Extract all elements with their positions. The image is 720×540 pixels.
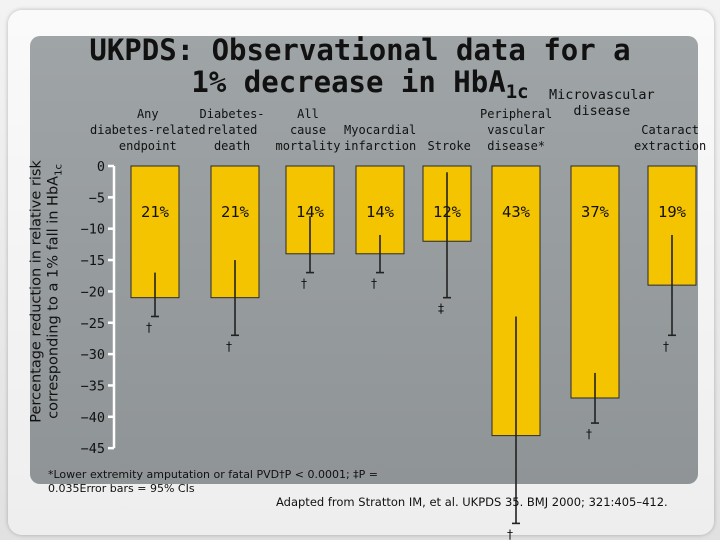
y-tick-label: −20 [81,284,105,300]
slide-title: UKPDS: Observational data for a 1% decre… [60,34,660,108]
y-tick-label: −45 [81,441,105,457]
category-label: Myocardial infarction [344,123,417,153]
significance-mark: † [371,277,377,291]
significance-mark: ‡ [438,302,444,316]
category-label: Stroke [427,139,471,153]
title-line-1: UKPDS: Observational data for a [89,33,631,67]
title-line-2-a: A [488,65,506,99]
y-tick-label: −5 [89,190,105,206]
category-label: Cataract extraction [634,123,707,153]
category-label: Microvascular disease [549,87,655,119]
category-label: Any diabetes-related endpoint [90,107,206,153]
significance-mark: † [663,339,669,353]
significance-mark: † [226,339,232,353]
y-tick-label: 0 [97,159,105,175]
value-label: 43% [502,203,531,221]
significance-mark: † [586,427,592,441]
y-tick-label: −35 [81,378,105,394]
footnote: *Lower extremity amputation or fatal PVD… [48,468,378,495]
value-label: 19% [658,203,687,221]
value-label: 37% [581,203,610,221]
y-tick-label: −40 [81,410,105,426]
source-citation: Adapted from Stratton IM, et al. UKPDS 3… [276,495,668,509]
category-label: Diabetes- related death [199,107,265,153]
significance-mark: † [301,277,307,291]
value-label: 12% [433,203,462,221]
category-label: Peripheral vascular disease* [480,107,553,153]
y-tick-label: −30 [81,347,105,363]
title-line-2-main: 1% decrease in Hb [191,65,489,99]
value-label: 14% [296,203,325,221]
category-label: All cause mortality [275,107,341,153]
value-label: 14% [366,203,395,221]
title-line-2-sub: 1c [505,81,529,103]
significance-mark: † [507,527,513,540]
value-label: 21% [221,203,250,221]
significance-mark: † [146,320,152,334]
y-tick-label: −10 [81,222,105,238]
y-tick-label: −25 [81,316,105,332]
bar [570,165,620,399]
value-label: 21% [141,203,170,221]
title-line-2: 1% decrease in HbA1c [60,66,660,108]
y-tick-label: −15 [81,253,105,269]
